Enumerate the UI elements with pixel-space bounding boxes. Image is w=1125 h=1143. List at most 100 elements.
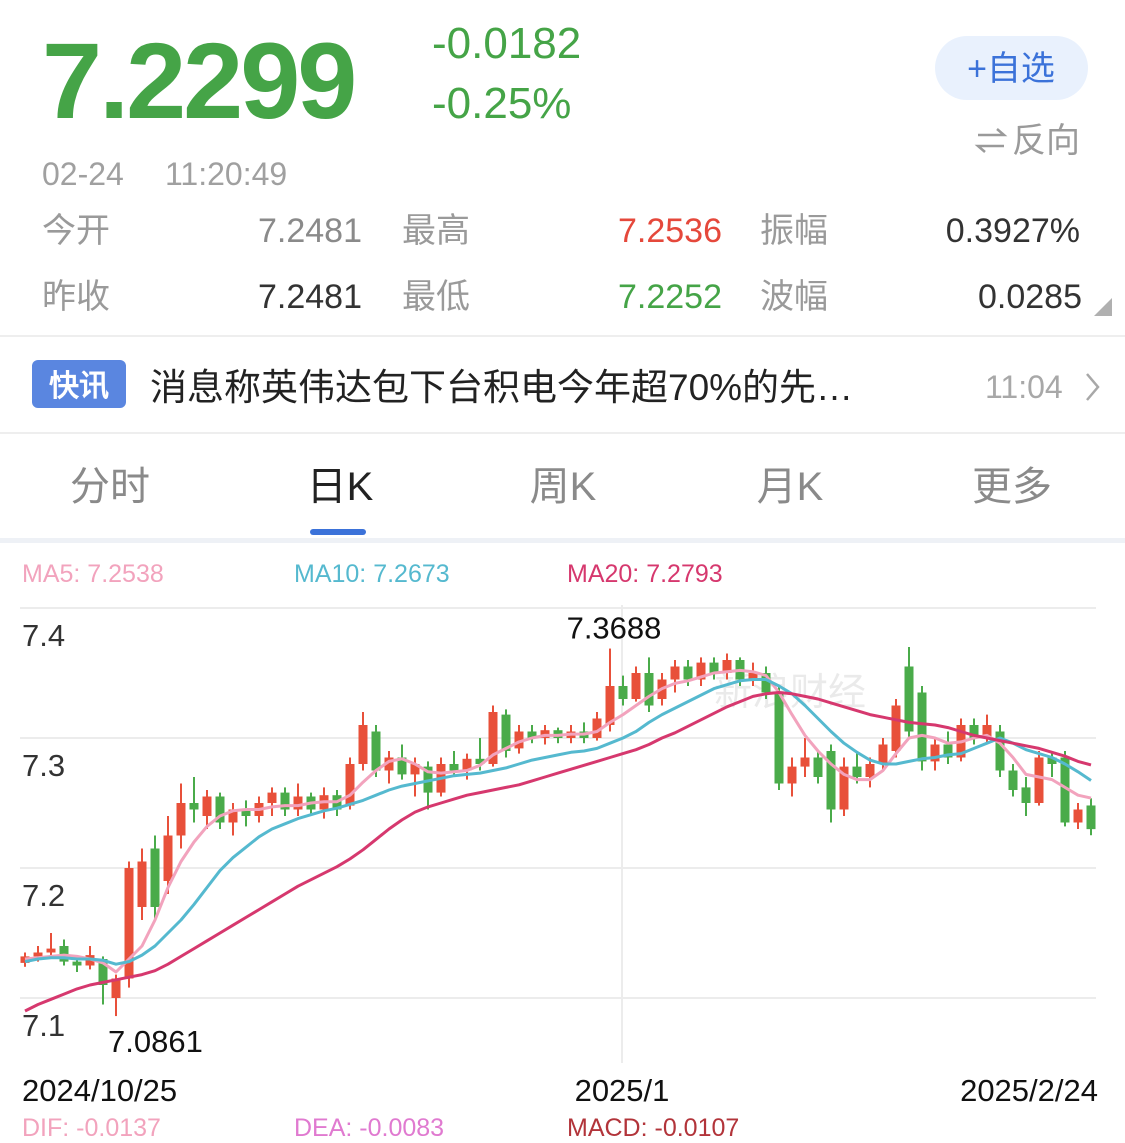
candle-body [514,731,524,749]
indicator: DIF: -0.0137 [22,1114,161,1142]
candle-body [241,809,251,816]
candle-body [124,868,134,979]
ma-line [24,678,1092,966]
candle-body [969,725,979,738]
legend-entry: MA20: 7.2793 [567,560,723,588]
candle-body [1060,757,1070,823]
candle-body [20,956,30,963]
candle-body [670,666,680,680]
candle-body [1086,805,1096,830]
candle-body [995,731,1005,771]
candle-body [475,758,485,764]
y-tick-label: 7.2 [22,878,65,913]
candle-body [696,662,706,680]
stat-label: 振幅 [760,212,828,250]
candle-body [943,744,953,758]
min-label: 7.0861 [108,1024,203,1059]
reverse-icon[interactable] [974,128,1008,153]
candle-body [618,686,628,699]
y-tick-label: 7.3 [22,748,65,783]
candle-body [891,705,901,751]
candle-body [748,673,758,680]
stat-label: 最高 [402,212,470,250]
stat-label: 波幅 [760,278,828,316]
stat-value: 7.2252 [618,278,722,316]
tab[interactable]: 月K [757,465,824,509]
stat-value: 7.2481 [258,278,362,316]
y-tick-label: 7.1 [22,1008,65,1043]
stat-label: 昨收 [42,278,110,316]
candle-body [709,662,719,673]
candle-body [813,757,823,777]
candle-body [787,766,797,784]
candle-body [774,692,784,784]
candle-body [358,725,368,764]
indicator: MACD: -0.0107 [567,1114,739,1142]
divider [0,538,1125,543]
price: 7.2299 [42,20,354,141]
candle-body [644,673,654,706]
candle-body [527,731,537,738]
candle-body [293,796,303,810]
news-headline[interactable]: 消息称英伟达包下台积电今年超70%的先… [150,367,853,408]
candle-body [371,731,381,771]
candle-body [345,764,355,806]
ma-line [24,691,1092,1013]
expand-icon[interactable] [1094,298,1112,316]
candle-body [280,792,290,810]
candle-body [46,948,56,953]
candle-body [462,758,472,771]
stat-label: 最低 [402,278,470,316]
candle-body [384,757,394,771]
candle-body [631,673,641,699]
watch-button-label[interactable]: +自选 [967,50,1055,88]
candle-body [1021,787,1031,803]
stat-value: 0.0285 [978,278,1082,316]
candle-body [228,809,238,823]
candle-body [1073,809,1083,823]
candle-body [839,766,849,810]
x-tick-label: 2025/1 [575,1073,670,1108]
candle-body [72,961,82,966]
candle-body [761,673,771,693]
candle-body [488,712,498,764]
tab-indicator [310,529,366,535]
candle-body [410,764,420,775]
news-badge [32,360,126,408]
candle-body [683,666,693,680]
candle-body [917,692,927,762]
legend-entry: MA10: 7.2673 [294,560,450,588]
candle-body [137,861,147,907]
candle-body [1047,757,1057,764]
candle-body [982,725,992,738]
candle-body [930,744,940,762]
candle-body [852,766,862,777]
stat-value: 7.2481 [258,212,362,250]
candle-body [33,952,43,957]
indicator: DEA: -0.0083 [294,1114,444,1142]
chart: MA5: 7.2538 MA10: 7.2673 MA20: 7.2793 7.4 7.… [20,560,1098,1142]
tab[interactable]: 分时 [70,465,150,509]
y-tick-label: 7.4 [22,618,65,653]
tab[interactable]: 周K [530,465,597,509]
news-badge-label: 快讯 [49,370,109,403]
stat-label: 今开 [42,212,110,250]
candle-body [176,803,186,836]
candle-body [202,796,212,816]
candle-body [397,757,407,775]
chevron[interactable] [1086,373,1100,401]
watch-button[interactable] [935,36,1088,100]
candle-body [605,686,615,725]
candle-body [1034,757,1044,803]
candle-body [163,835,173,881]
reverse[interactable]: 反向 [1012,122,1080,160]
legend-entry: MA5: 7.2538 [22,560,164,588]
tab[interactable]: 更多 [972,465,1052,509]
news-time: 11:04 [985,369,1063,405]
change-pct: -0.25% [432,79,571,128]
candle-body [267,792,277,803]
tab-active[interactable]: 日K [307,465,374,509]
candle-body [111,978,121,998]
